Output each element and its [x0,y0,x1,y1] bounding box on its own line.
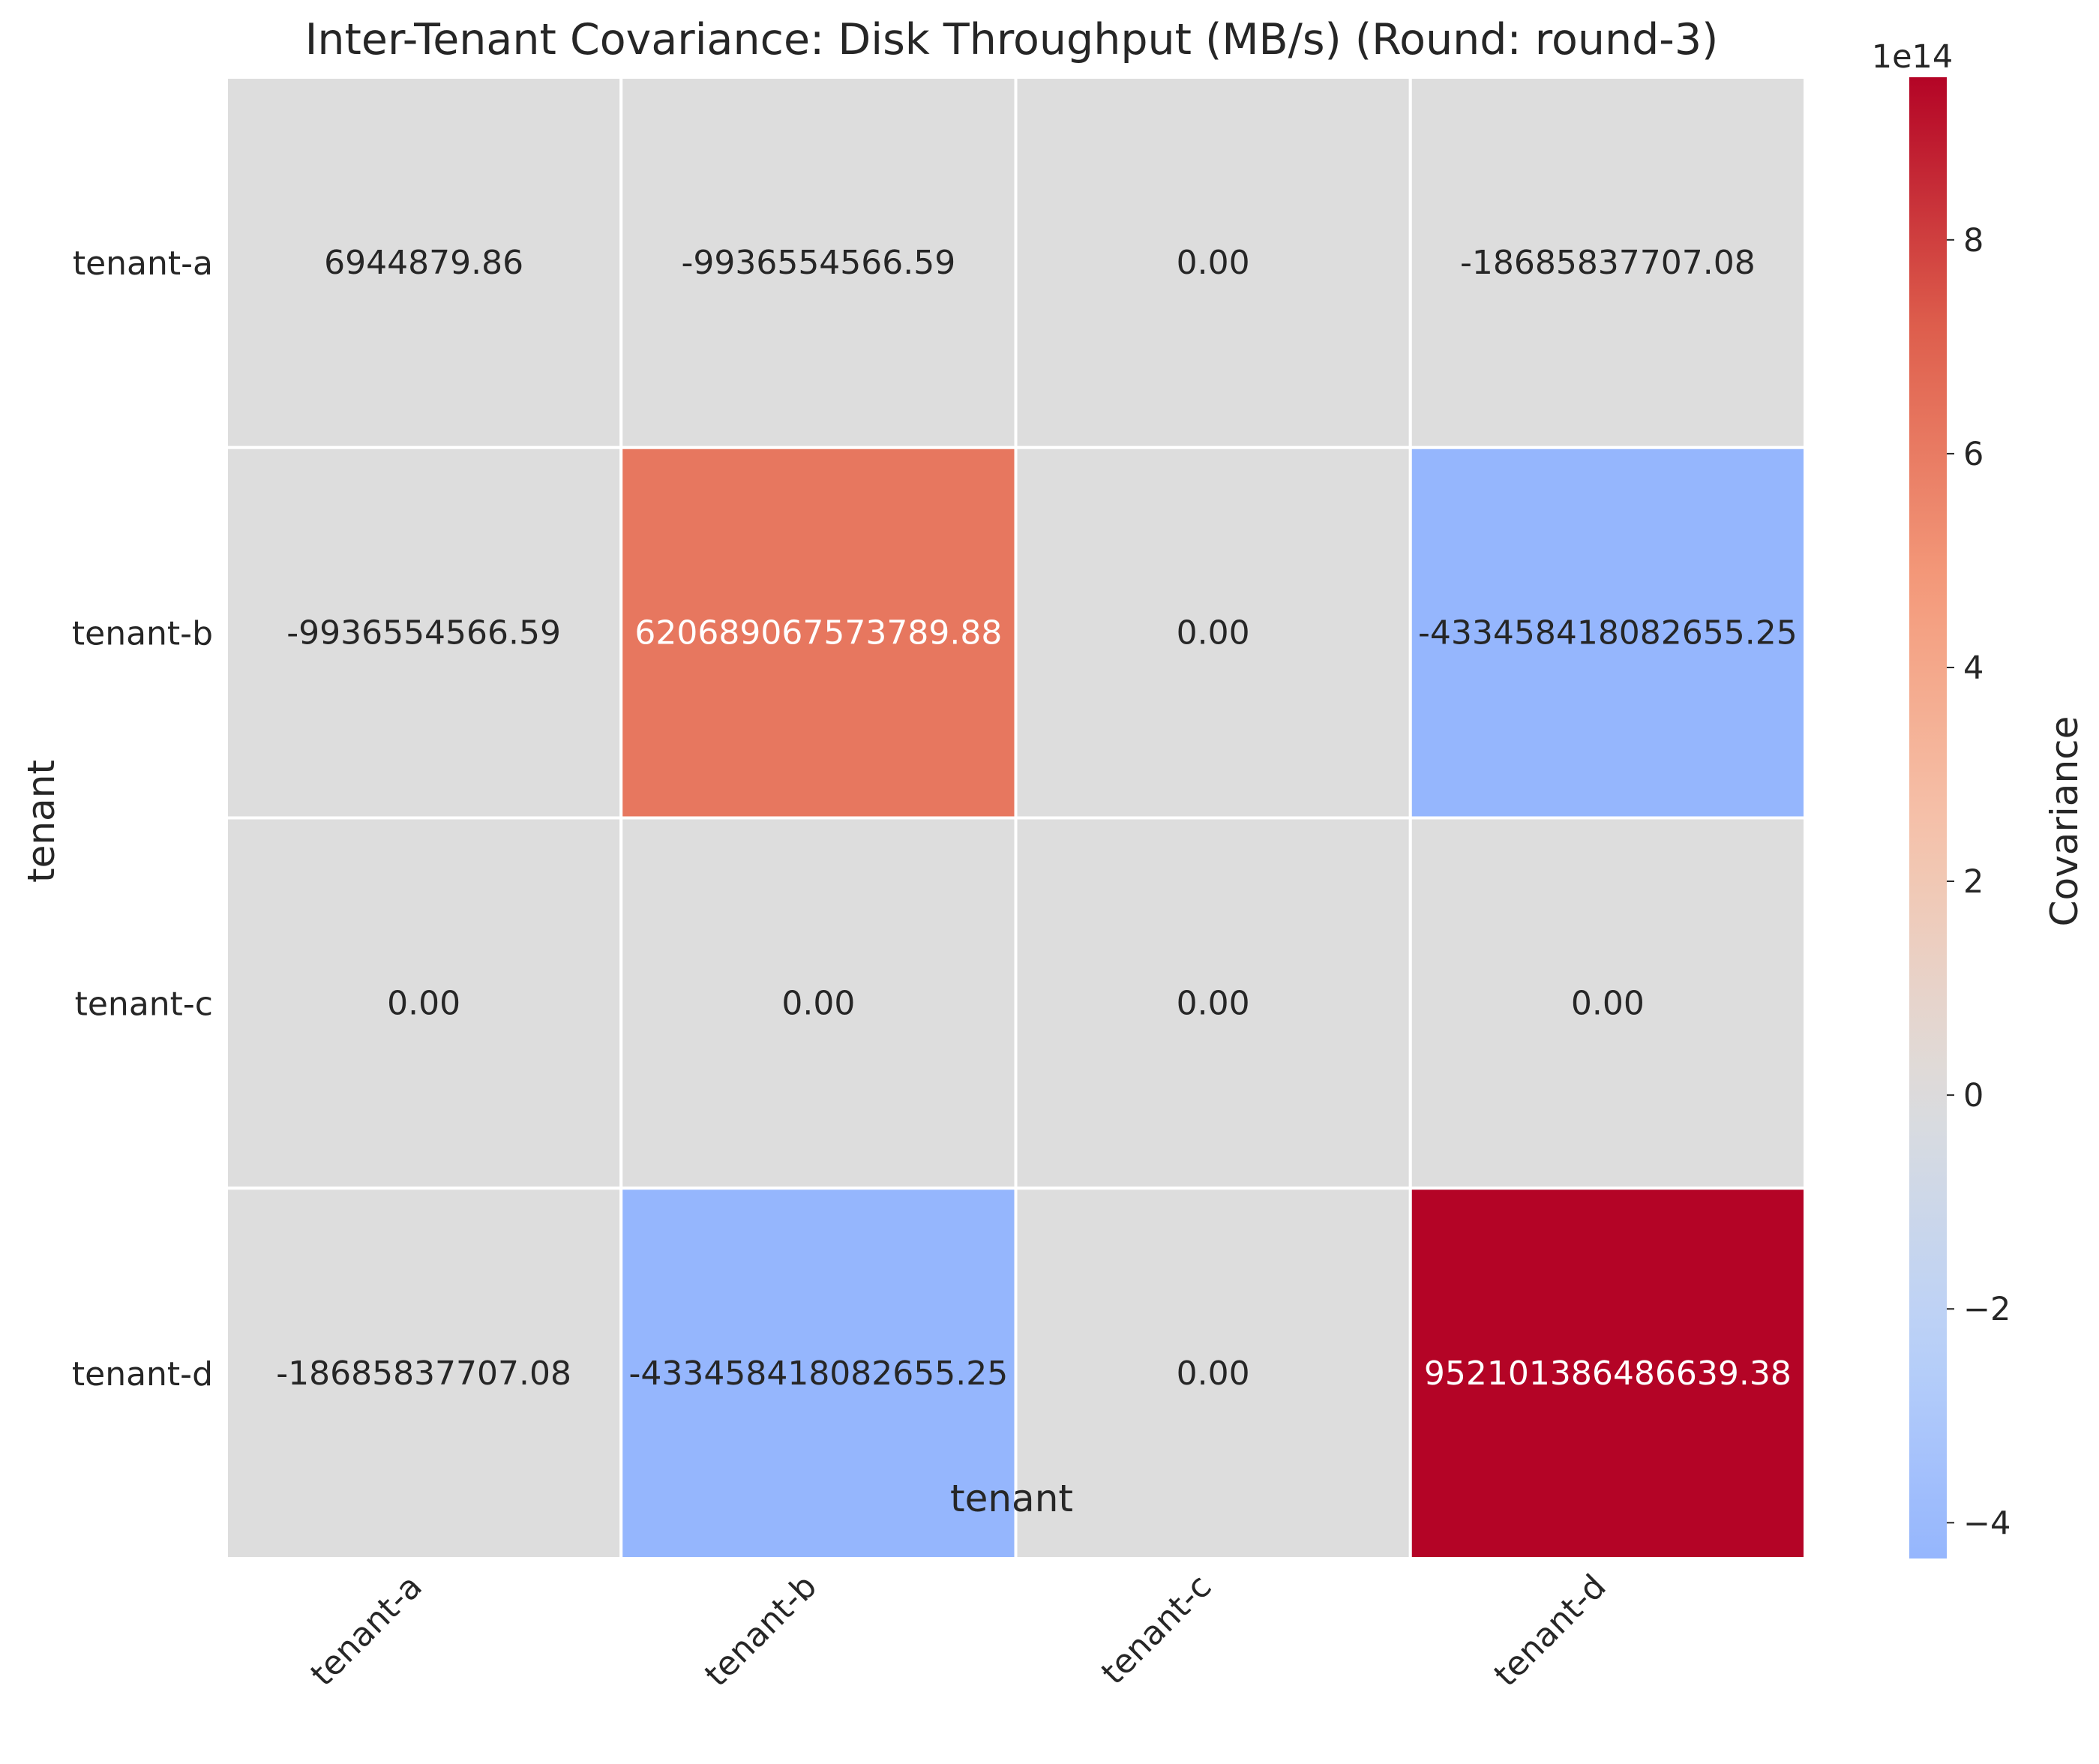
colorbar-tick-label: 4 [1963,650,1984,687]
y-tick-label: tenant-a [73,244,213,283]
heatmap-cell [1408,446,1807,820]
cell-value-label: 6944879.86 [324,244,523,282]
colorbar-offset-label: 1e14 [1872,38,1954,76]
heatmap-cell [225,446,623,820]
heatmap-cell [619,816,1018,1190]
heatmap-cell [1408,1186,1807,1560]
x-tick-labels: tenant-a tenant-b tenant-c tenant-d [304,1568,1614,1694]
heatmap-cells [225,76,1807,1560]
colorbar-label: Covariance [2043,716,2086,927]
heatmap-cell [619,1186,1018,1560]
heatmap-cell [1014,76,1412,449]
cell-value-label: -18685837707.08 [276,1354,571,1393]
y-tick-label: tenant-c [75,985,213,1023]
heatmap-cell [619,76,1018,449]
cell-value-label: 0.00 [1177,244,1250,282]
y-tick-labels: tenant-a tenant-b tenant-c tenant-d [72,244,213,1394]
colorbar-tick-label: 2 [1963,863,1984,901]
colorbar-tick-label: 8 [1963,222,1984,260]
y-axis-label: tenant [19,760,63,883]
cell-value-label: 620689067573789.88 [634,614,1002,652]
cell-value-label: 0.00 [781,984,855,1022]
cell-value-label: 0.00 [1177,614,1250,652]
cell-value-label: 0.00 [387,984,460,1022]
colorbar-gradient [1909,77,1947,1558]
colorbar: −4 −2 0 2 4 6 8 [1909,77,2011,1558]
x-tick-label: tenant-b [697,1568,824,1694]
colorbar-tick-label: −2 [1963,1291,2011,1328]
cell-value-label: -433458418082655.25 [628,1354,1008,1393]
cell-value-label: -18685837707.08 [1460,244,1756,282]
cell-value-label: 0.00 [1177,984,1250,1022]
cell-value-label: 952101386486639.38 [1424,1354,1792,1393]
x-tick-label: tenant-c [1094,1568,1219,1692]
cell-value-label: -433458418082655.25 [1418,614,1798,652]
x-tick-label: tenant-a [304,1568,430,1694]
colorbar-tick-label: 0 [1963,1077,1984,1114]
x-tick-label: tenant-d [1487,1568,1614,1694]
heatmap-cell [225,76,623,449]
cell-value-label: -9936554566.59 [286,614,561,652]
heatmap-cell [225,1186,623,1560]
heatmap-cell-labels: 6944879.86 -9936554566.59 0.00 -18685837707… [276,244,1798,1393]
y-tick-label: tenant-b [72,615,213,653]
cell-value-label: 0.00 [1177,1354,1250,1393]
heatmap-cell [1408,816,1807,1190]
heatmap-cell [1408,76,1807,449]
y-tick-label: tenant-d [72,1355,213,1394]
cell-value-label: 0.00 [1571,984,1645,1022]
chart-title: Inter-Tenant Covariance: Disk Throughput… [305,15,1719,64]
colorbar-tick-label: 6 [1963,436,1984,473]
cell-value-label: -9936554566.59 [681,244,955,282]
heatmap-cell [619,446,1018,820]
x-axis-label: tenant [950,1477,1073,1520]
heatmap-cell [1014,1186,1412,1560]
colorbar-tick-label: −4 [1963,1504,2011,1542]
